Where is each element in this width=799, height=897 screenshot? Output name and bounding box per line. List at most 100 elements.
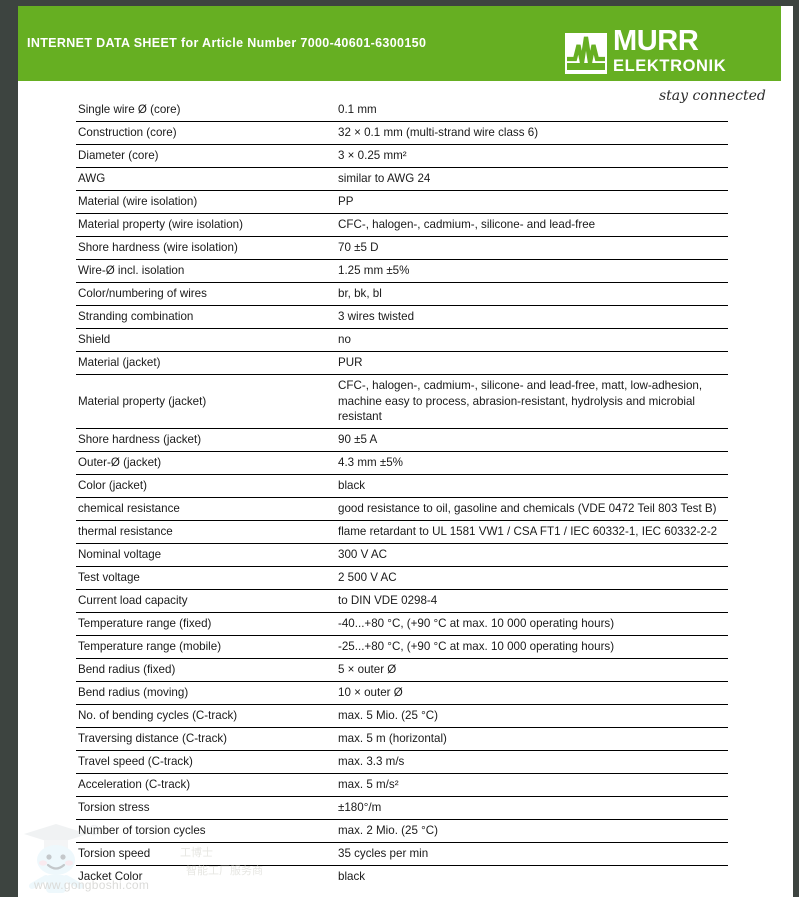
- spec-label: Material (jacket): [76, 351, 338, 375]
- murr-waveform-m-icon: [565, 33, 607, 74]
- table-row: Material property (wire isolation) CFC-, …: [76, 213, 728, 237]
- logo-wordmark: MURR ELEKTRONIK: [613, 27, 763, 76]
- table-row: Jacket Color black: [76, 865, 728, 888]
- spec-label: Temperature range (mobile): [76, 635, 338, 659]
- spec-label: Outer-Ø (jacket): [76, 451, 338, 475]
- spec-label: Diameter (core): [76, 144, 338, 168]
- page-title: INTERNET DATA SHEET for Article Number 7…: [27, 36, 427, 50]
- spec-label: Stranding combination: [76, 305, 338, 329]
- table-row: Acceleration (C-track) max. 5 m/s²: [76, 773, 728, 797]
- logo-brand-secondary: ELEKTRONIK: [613, 57, 727, 75]
- table-row: Construction (core) 32 × 0.1 mm (multi-st…: [76, 121, 728, 145]
- spec-label: Temperature range (fixed): [76, 612, 338, 636]
- spec-value: max. 5 m/s²: [338, 773, 728, 797]
- spec-value: 35 cycles per min: [338, 842, 728, 866]
- spec-label: Torsion stress: [76, 796, 338, 820]
- spec-value: PUR: [338, 351, 728, 375]
- spec-value: 10 × outer Ø: [338, 681, 728, 705]
- spec-label: Color/numbering of wires: [76, 282, 338, 306]
- table-row: Current load capacity to DIN VDE 0298-4: [76, 589, 728, 613]
- spec-value: 70 ±5 D: [338, 236, 728, 260]
- spec-label: Bend radius (fixed): [76, 658, 338, 682]
- spec-label: Traversing distance (C-track): [76, 727, 338, 751]
- spec-label: Number of torsion cycles: [76, 819, 338, 843]
- spec-label: Jacket Color: [78, 869, 143, 883]
- table-row: Shore hardness (jacket) 90 ±5 A: [76, 428, 728, 452]
- spec-label: Nominal voltage: [76, 543, 338, 567]
- spec-value: max. 5 m (horizontal): [338, 727, 728, 751]
- spec-value: -40...+80 °C, (+90 °C at max. 10 000 ope…: [338, 612, 728, 636]
- spec-value: black: [338, 474, 728, 498]
- table-row: Nominal voltage 300 V AC: [76, 543, 728, 567]
- table-row: Travel speed (C-track) max. 3.3 m/s: [76, 750, 728, 774]
- table-row: chemical resistance good resistance to oi…: [76, 497, 728, 521]
- table-row: Bend radius (fixed) 5 × outer Ø: [76, 658, 728, 682]
- table-row: Stranding combination 3 wires twisted: [76, 305, 728, 329]
- spec-label: Current load capacity: [76, 589, 338, 613]
- spec-label: Shore hardness (jacket): [76, 428, 338, 452]
- table-row: Test voltage 2 500 V AC: [76, 566, 728, 590]
- table-row: Temperature range (mobile) -25...+80 °C, …: [76, 635, 728, 659]
- header-band: [18, 6, 781, 81]
- spec-label: Single wire Ø (core): [76, 99, 338, 122]
- spec-label: Travel speed (C-track): [76, 750, 338, 774]
- spec-label: Shield: [76, 328, 338, 352]
- table-row: Torsion stress ±180°/m: [76, 796, 728, 820]
- spec-value: to DIN VDE 0298-4: [338, 589, 728, 613]
- spec-value: good resistance to oil, gasoline and che…: [338, 497, 728, 521]
- spec-label: Construction (core): [76, 121, 338, 145]
- table-row: Color (jacket) black: [76, 474, 728, 498]
- spec-value: black: [338, 869, 366, 883]
- table-row: Bend radius (moving) 10 × outer Ø: [76, 681, 728, 705]
- spec-label: Shore hardness (wire isolation): [76, 236, 338, 260]
- table-row: Material (jacket) PUR: [76, 351, 728, 375]
- spec-value: CFC-, halogen-, cadmium-, silicone- and …: [338, 213, 728, 237]
- spec-value: 5 × outer Ø: [338, 658, 728, 682]
- spec-label: chemical resistance: [76, 497, 338, 521]
- spec-value: max. 5 Mio. (25 °C): [338, 704, 728, 728]
- spec-value: flame retardant to UL 1581 VW1 / CSA FT1…: [338, 520, 728, 544]
- spec-label: Material property (wire isolation): [76, 213, 338, 237]
- spec-label: Material (wire isolation): [76, 190, 338, 214]
- spec-value: br, bk, bl: [338, 282, 728, 306]
- spec-value: 32 × 0.1 mm (multi-strand wire class 6): [338, 121, 728, 145]
- table-row: Torsion speed 35 cycles per min: [76, 842, 728, 866]
- table-row: Single wire Ø (core) 0.1 mm: [76, 99, 728, 122]
- table-row: No. of bending cycles (C-track) max. 5 Mi…: [76, 704, 728, 728]
- spec-value: no: [338, 328, 728, 352]
- table-row: Material (wire isolation) PP: [76, 190, 728, 214]
- specifications-table-body: Single wire Ø (core) 0.1 mm Construction (…: [76, 99, 728, 888]
- spec-label: Material property (jacket): [76, 374, 338, 429]
- spec-label: Test voltage: [76, 566, 338, 590]
- spec-value: 3 × 0.25 mm²: [338, 144, 728, 168]
- table-row: Traversing distance (C-track) max. 5 m (h…: [76, 727, 728, 751]
- spec-label: Torsion speed: [76, 842, 338, 866]
- table-row: thermal resistance flame retardant to UL …: [76, 520, 728, 544]
- spec-label: Color (jacket): [76, 474, 338, 498]
- spec-value: 3 wires twisted: [338, 305, 728, 329]
- spec-value: -25...+80 °C, (+90 °C at max. 10 000 ope…: [338, 635, 728, 659]
- table-row: Diameter (core) 3 × 0.25 mm²: [76, 144, 728, 168]
- spec-label: Acceleration (C-track): [76, 773, 338, 797]
- spec-value: 4.3 mm ±5%: [338, 451, 728, 475]
- spec-value: 300 V AC: [338, 543, 728, 567]
- spec-value: PP: [338, 190, 728, 214]
- specifications-table: Single wire Ø (core) 0.1 mm Construction (…: [76, 99, 728, 888]
- table-row: AWG similar to AWG 24: [76, 167, 728, 191]
- spec-value: 0.1 mm: [338, 99, 728, 122]
- document-sheet: INTERNET DATA SHEET for Article Number 7…: [18, 6, 793, 897]
- spec-label: Wire-Ø incl. isolation: [76, 259, 338, 283]
- spec-label: thermal resistance: [76, 520, 338, 544]
- table-row: Temperature range (fixed) -40...+80 °C, (…: [76, 612, 728, 636]
- table-row: Material property (jacket) CFC-, halogen-…: [76, 374, 728, 429]
- table-row: Color/numbering of wires br, bk, bl: [76, 282, 728, 306]
- spec-value: CFC-, halogen-, cadmium-, silicone- and …: [338, 374, 728, 429]
- spec-value: max. 3.3 m/s: [338, 750, 728, 774]
- spec-value: 90 ±5 A: [338, 428, 728, 452]
- spec-value: max. 2 Mio. (25 °C): [338, 819, 728, 843]
- spec-value: ±180°/m: [338, 796, 728, 820]
- spec-label: No. of bending cycles (C-track): [76, 704, 338, 728]
- table-row: Wire-Ø incl. isolation 1.25 mm ±5%: [76, 259, 728, 283]
- spec-value: similar to AWG 24: [338, 167, 728, 191]
